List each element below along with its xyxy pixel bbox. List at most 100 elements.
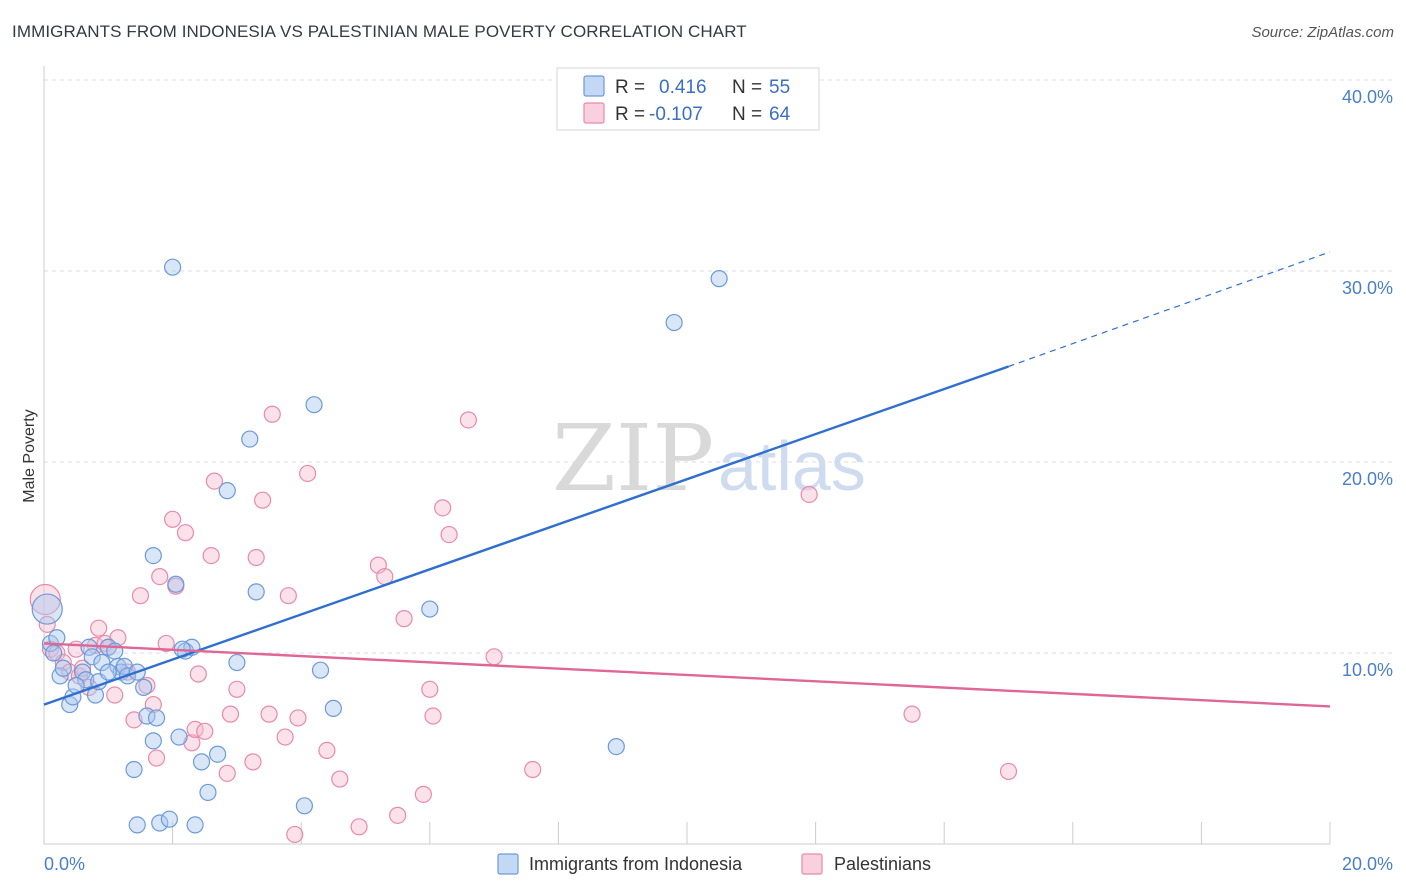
data-point-palestinians xyxy=(151,567,169,586)
data-point-indonesia xyxy=(135,678,153,696)
tick-labels: 10.0% 20.0% 30.0% 40.0% 0.0% 20.0% xyxy=(44,87,1393,874)
data-point-palestinians xyxy=(157,634,175,653)
data-point-palestinians xyxy=(318,741,336,760)
data-point-indonesia xyxy=(295,797,314,815)
data-point-indonesia xyxy=(147,709,166,727)
data-point-palestinians xyxy=(389,806,407,824)
data-point-palestinians xyxy=(196,722,214,740)
data-point-indonesia xyxy=(247,583,265,601)
bottom-legend-swatch-indonesia xyxy=(497,853,519,875)
data-point-palestinians xyxy=(247,548,265,567)
data-point-palestinians xyxy=(299,464,317,483)
data-point-palestinians xyxy=(414,785,432,803)
data-point-palestinians xyxy=(440,525,458,544)
data-point-palestinians xyxy=(260,705,278,723)
data-point-indonesia xyxy=(144,546,162,565)
series-indonesia-points xyxy=(31,258,728,834)
data-point-indonesia xyxy=(164,258,182,276)
data-point-palestinians xyxy=(176,524,195,542)
bottom-legend-label-indonesia: Immigrants from Indonesia xyxy=(529,854,743,874)
data-point-indonesia xyxy=(31,593,63,625)
legend-swatch-indonesia xyxy=(583,75,605,97)
data-point-palestinians xyxy=(395,610,413,628)
data-point-palestinians xyxy=(218,764,236,782)
data-point-indonesia xyxy=(160,810,178,828)
data-point-palestinians xyxy=(289,709,307,727)
x-tick-label: 20.0% xyxy=(1342,854,1393,874)
legend-r-value: -0.107 xyxy=(649,104,703,125)
y-tick-label: 20.0% xyxy=(1342,469,1393,489)
trend-lines xyxy=(43,251,1331,708)
axes xyxy=(43,66,1331,845)
data-point-palestinians xyxy=(459,411,477,429)
data-point-palestinians xyxy=(189,665,207,683)
data-point-indonesia xyxy=(421,600,439,618)
data-point-indonesia xyxy=(144,732,162,750)
data-point-indonesia xyxy=(80,638,98,656)
data-point-palestinians xyxy=(350,818,368,836)
data-point-palestinians xyxy=(524,760,542,779)
legend-box: R = 0.416 N = 55 R = -0.107 N = 64 xyxy=(556,67,820,131)
data-point-palestinians xyxy=(424,707,442,725)
data-point-indonesia xyxy=(77,671,95,689)
bottom-legend: Immigrants from Indonesia Palestinians xyxy=(497,853,931,875)
data-point-palestinians xyxy=(164,510,182,528)
data-point-palestinians xyxy=(244,753,262,771)
bottom-legend-label-palestinians: Palestinians xyxy=(834,854,931,874)
data-point-indonesia xyxy=(83,648,101,666)
data-point-palestinians xyxy=(131,587,150,605)
legend-r-label: R = xyxy=(615,77,645,98)
data-point-indonesia xyxy=(710,270,728,288)
data-point-indonesia xyxy=(151,814,169,832)
data-point-palestinians xyxy=(202,546,220,565)
trend-line-palestinians xyxy=(43,642,1331,708)
data-point-palestinians xyxy=(434,499,452,517)
data-point-palestinians xyxy=(263,405,281,423)
data-point-palestinians xyxy=(331,770,349,788)
data-point-indonesia xyxy=(305,396,323,414)
data-point-palestinians xyxy=(254,491,272,509)
source-label: Source: ZipAtlas.com xyxy=(1251,24,1394,41)
data-point-indonesia xyxy=(128,816,146,834)
data-point-palestinians xyxy=(903,705,921,723)
data-point-indonesia xyxy=(241,430,259,448)
data-point-indonesia xyxy=(665,313,683,332)
data-point-indonesia xyxy=(209,745,227,763)
data-point-indonesia xyxy=(170,728,188,746)
data-point-palestinians xyxy=(106,686,124,704)
data-point-palestinians xyxy=(286,825,304,844)
series-palestinians-points xyxy=(29,405,1018,844)
data-point-palestinians xyxy=(221,705,240,723)
data-point-palestinians xyxy=(485,648,503,666)
watermark-zip: ZIP xyxy=(552,405,714,512)
y-tick-label: 30.0% xyxy=(1342,278,1393,298)
data-point-palestinians xyxy=(276,728,294,746)
trend-line-indonesia xyxy=(43,365,1009,706)
legend-n-value: 64 xyxy=(769,104,791,125)
data-point-indonesia xyxy=(93,653,111,672)
data-point-indonesia xyxy=(45,644,63,662)
legend-swatch-palestinians xyxy=(583,102,605,124)
chart-title: IMMIGRANTS FROM INDONESIA VS PALESTINIAN… xyxy=(12,22,747,41)
data-point-indonesia xyxy=(192,753,211,771)
watermark: ZIP atlas xyxy=(552,405,866,512)
data-point-indonesia xyxy=(167,575,185,593)
data-point-palestinians xyxy=(800,485,818,504)
data-point-indonesia xyxy=(311,661,330,679)
data-point-indonesia xyxy=(99,663,117,681)
data-point-indonesia xyxy=(54,659,72,677)
data-point-palestinians xyxy=(29,583,61,616)
x-tick-label: 0.0% xyxy=(44,854,85,874)
data-point-palestinians xyxy=(90,619,108,637)
data-point-indonesia xyxy=(125,760,143,779)
data-point-palestinians xyxy=(279,587,297,605)
data-point-indonesia xyxy=(324,699,342,717)
data-point-indonesia xyxy=(228,653,246,672)
data-point-indonesia xyxy=(199,783,217,802)
legend-n-label: N = xyxy=(732,77,762,98)
y-tick-label: 40.0% xyxy=(1342,87,1393,107)
data-point-palestinians xyxy=(125,711,143,729)
data-point-palestinians xyxy=(228,680,246,698)
data-point-palestinians xyxy=(147,749,166,767)
legend-r-value: 0.416 xyxy=(659,77,707,98)
